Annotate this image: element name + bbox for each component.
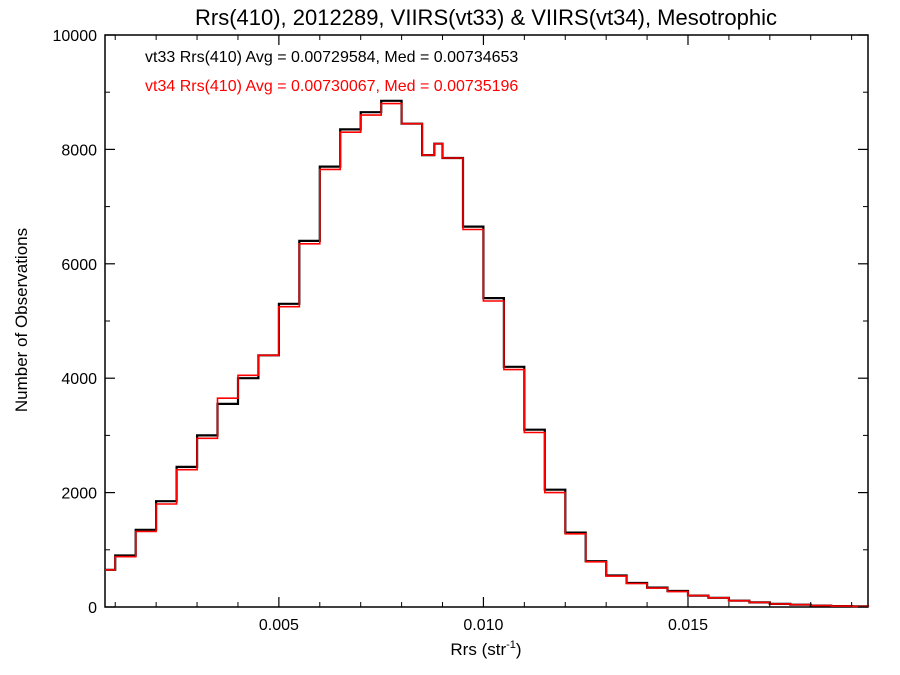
stats-annotation-1: vt33 Rrs(410) Avg = 0.00729584, Med = 0.…	[145, 49, 518, 66]
y-tick-label: 10000	[53, 28, 98, 45]
x-tick-label: 0.005	[259, 617, 299, 634]
annotations: vt33 Rrs(410) Avg = 0.00729584, Med = 0.…	[145, 49, 518, 95]
y-tick-label: 0	[88, 600, 97, 617]
y-tick-label: 6000	[61, 257, 97, 274]
y-tick-label: 4000	[61, 371, 97, 388]
series-line-vt34	[105, 102, 869, 608]
x-axis-label: Rrs (str-1)	[450, 639, 521, 659]
plot-area: 0.005 0.010 0.015 0 2000 4000 6000 8000 10000	[53, 28, 870, 634]
series-line-vt33	[105, 99, 870, 608]
stats-annotation-2: vt34 Rrs(410) Avg = 0.00730067, Med = 0.…	[145, 78, 518, 95]
series-layer	[105, 99, 870, 608]
y-tick-label: 2000	[61, 486, 97, 503]
x-axis-label-superscript: -1	[506, 639, 516, 651]
x-tick-label: 0.015	[668, 617, 708, 634]
chart-title: Rrs(410), 2012289, VIIRS(vt33) & VIIRS(v…	[195, 5, 777, 30]
x-axis-label-suffix: )	[516, 640, 522, 659]
y-tick-label: 8000	[61, 142, 97, 159]
ticks-layer: 0.005 0.010 0.015 0 2000 4000 6000 8000 10000	[53, 28, 868, 634]
plot-frame	[104, 34, 869, 608]
y-axis-label: Number of Observations	[12, 228, 31, 412]
x-tick-label: 0.010	[463, 617, 503, 634]
